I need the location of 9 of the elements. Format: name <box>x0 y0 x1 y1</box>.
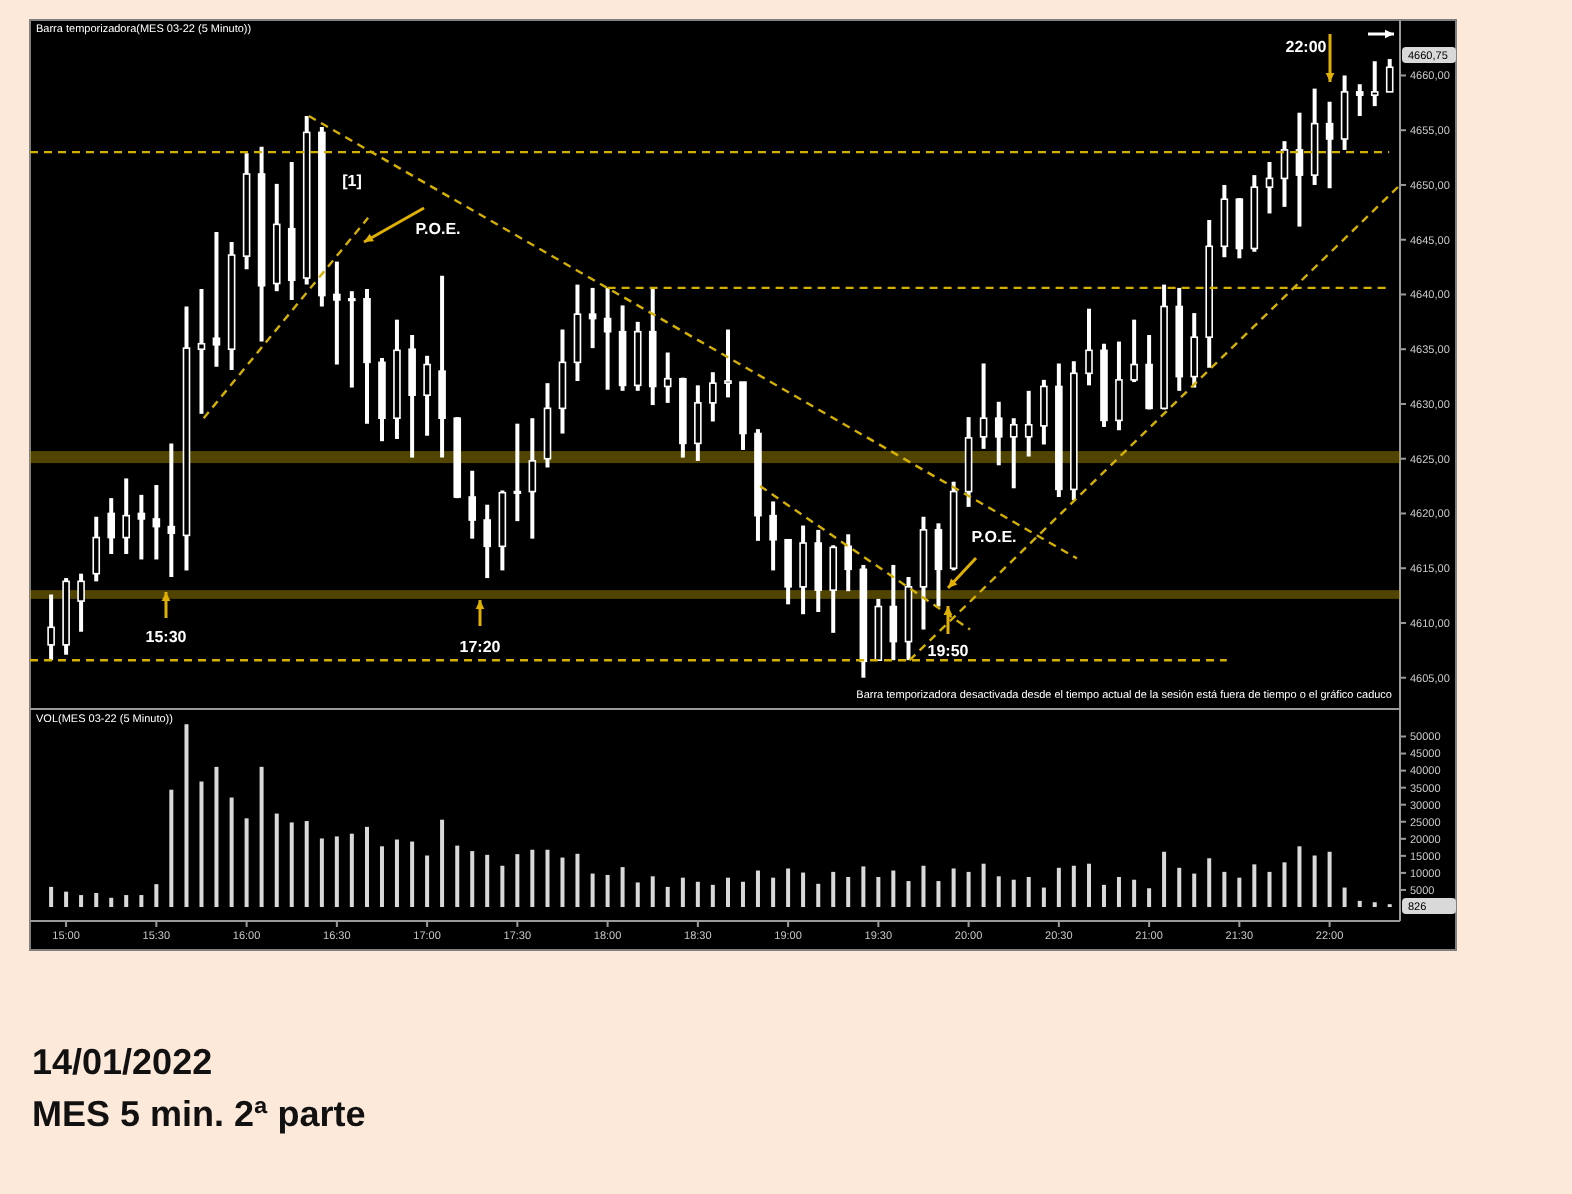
annotation: 19:50 <box>927 642 970 660</box>
annotation: 15:30 <box>145 628 188 646</box>
annotation: 22:00 <box>1285 38 1328 56</box>
annotation: P.O.E. <box>971 528 1017 546</box>
text: MES 5 min. 2ª parte <box>32 1094 366 1134</box>
annotation: 17:20 <box>459 638 502 656</box>
annotation: P.O.E. <box>415 220 461 238</box>
text: 14/01/2022 <box>32 1042 213 1082</box>
annotation: [1] <box>342 172 363 190</box>
